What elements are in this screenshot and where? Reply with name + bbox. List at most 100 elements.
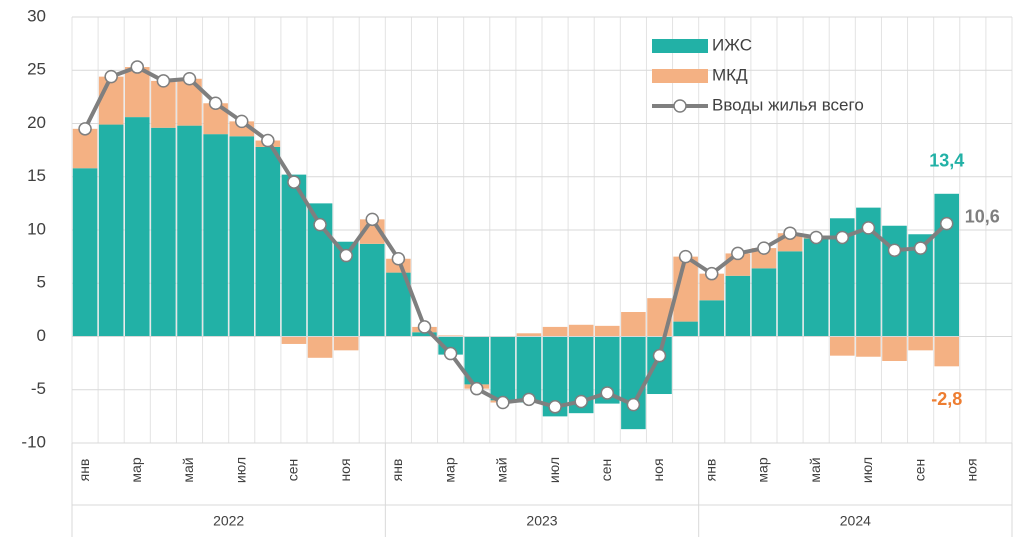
point — [548, 400, 562, 414]
legend-label: ИЖС — [712, 35, 752, 54]
bar — [856, 336, 881, 357]
year-label: 2023 — [526, 513, 557, 529]
x-tick-label: мар — [128, 457, 144, 482]
point — [287, 175, 301, 189]
x-tick-label: мар — [755, 457, 771, 482]
point — [887, 243, 902, 257]
point — [208, 96, 223, 111]
point — [809, 230, 823, 245]
legend-swatch — [652, 39, 708, 53]
point — [704, 266, 719, 281]
bar — [177, 125, 202, 337]
bar — [830, 336, 855, 356]
point — [313, 217, 327, 232]
bar — [751, 248, 777, 269]
point — [574, 394, 588, 409]
x-tick-label: янв — [76, 459, 92, 482]
point — [913, 241, 928, 255]
value-label: 13,4 — [929, 151, 964, 171]
bar — [621, 336, 646, 430]
point — [130, 60, 145, 74]
y-tick-label: 30 — [27, 6, 46, 25]
x-tick-label: сен — [598, 459, 614, 482]
bar — [621, 312, 646, 337]
bar — [72, 168, 98, 337]
bar — [98, 124, 124, 337]
x-tick-label: сен — [911, 459, 927, 482]
point — [939, 216, 954, 231]
point — [104, 69, 118, 84]
point — [443, 346, 458, 361]
point — [78, 122, 92, 136]
value-label: -2,8 — [931, 389, 962, 409]
bar — [647, 336, 672, 395]
point — [391, 252, 406, 266]
x-tick-label: ноя — [337, 458, 353, 481]
point — [417, 320, 432, 334]
point — [626, 397, 641, 412]
legend-label: Вводы жилья всего — [712, 95, 864, 114]
bar — [412, 332, 437, 337]
x-tick-label: янв — [389, 459, 405, 482]
x-tick-label: янв — [702, 459, 718, 482]
point — [757, 241, 771, 255]
point — [496, 395, 510, 410]
x-tick-label: июл — [546, 457, 562, 483]
bar — [751, 268, 777, 337]
bar — [386, 258, 411, 273]
point — [861, 221, 876, 235]
bar — [516, 333, 542, 337]
point — [731, 246, 745, 261]
y-tick-label: -5 — [31, 379, 46, 398]
x-tick-label: сен — [285, 459, 301, 482]
bar — [125, 67, 150, 118]
point — [783, 226, 797, 240]
point — [600, 386, 615, 400]
point — [469, 381, 484, 396]
bar — [490, 336, 516, 401]
year-label: 2022 — [213, 513, 244, 529]
legend-swatch — [652, 69, 708, 83]
bar — [229, 136, 254, 337]
x-tick-label: мар — [441, 457, 457, 482]
bar — [438, 335, 463, 337]
y-tick-label: 15 — [27, 166, 46, 185]
point — [678, 249, 693, 264]
bar — [333, 336, 359, 351]
point — [522, 392, 536, 407]
year-label: 2024 — [840, 513, 871, 529]
bar — [934, 336, 959, 367]
bar — [516, 336, 542, 403]
legend-swatch — [673, 99, 687, 113]
bar — [98, 76, 124, 125]
bar — [595, 325, 620, 337]
bar — [360, 243, 385, 337]
y-tick-label: 10 — [27, 219, 46, 238]
x-tick-label: ноя — [964, 458, 980, 481]
bar — [882, 336, 907, 361]
bar — [777, 251, 803, 337]
legend-label: МКД — [712, 65, 748, 84]
y-tick-label: 5 — [37, 273, 46, 292]
x-tick-label: май — [494, 457, 510, 482]
point — [339, 248, 353, 263]
bar — [908, 336, 933, 351]
x-tick-label: май — [180, 457, 196, 482]
bar — [934, 193, 959, 337]
point — [261, 133, 275, 148]
x-tick-label: июл — [859, 457, 875, 483]
point — [652, 348, 667, 363]
x-tick-label: май — [807, 457, 823, 482]
bar — [203, 134, 228, 337]
bar — [281, 336, 307, 344]
bar — [255, 146, 281, 337]
y-tick-label: -10 — [21, 432, 46, 451]
bar — [151, 127, 176, 337]
bar — [673, 321, 698, 337]
y-tick-label: 20 — [27, 113, 46, 132]
bar — [307, 336, 333, 358]
bar — [125, 117, 150, 337]
point — [365, 212, 380, 227]
point — [234, 114, 249, 129]
